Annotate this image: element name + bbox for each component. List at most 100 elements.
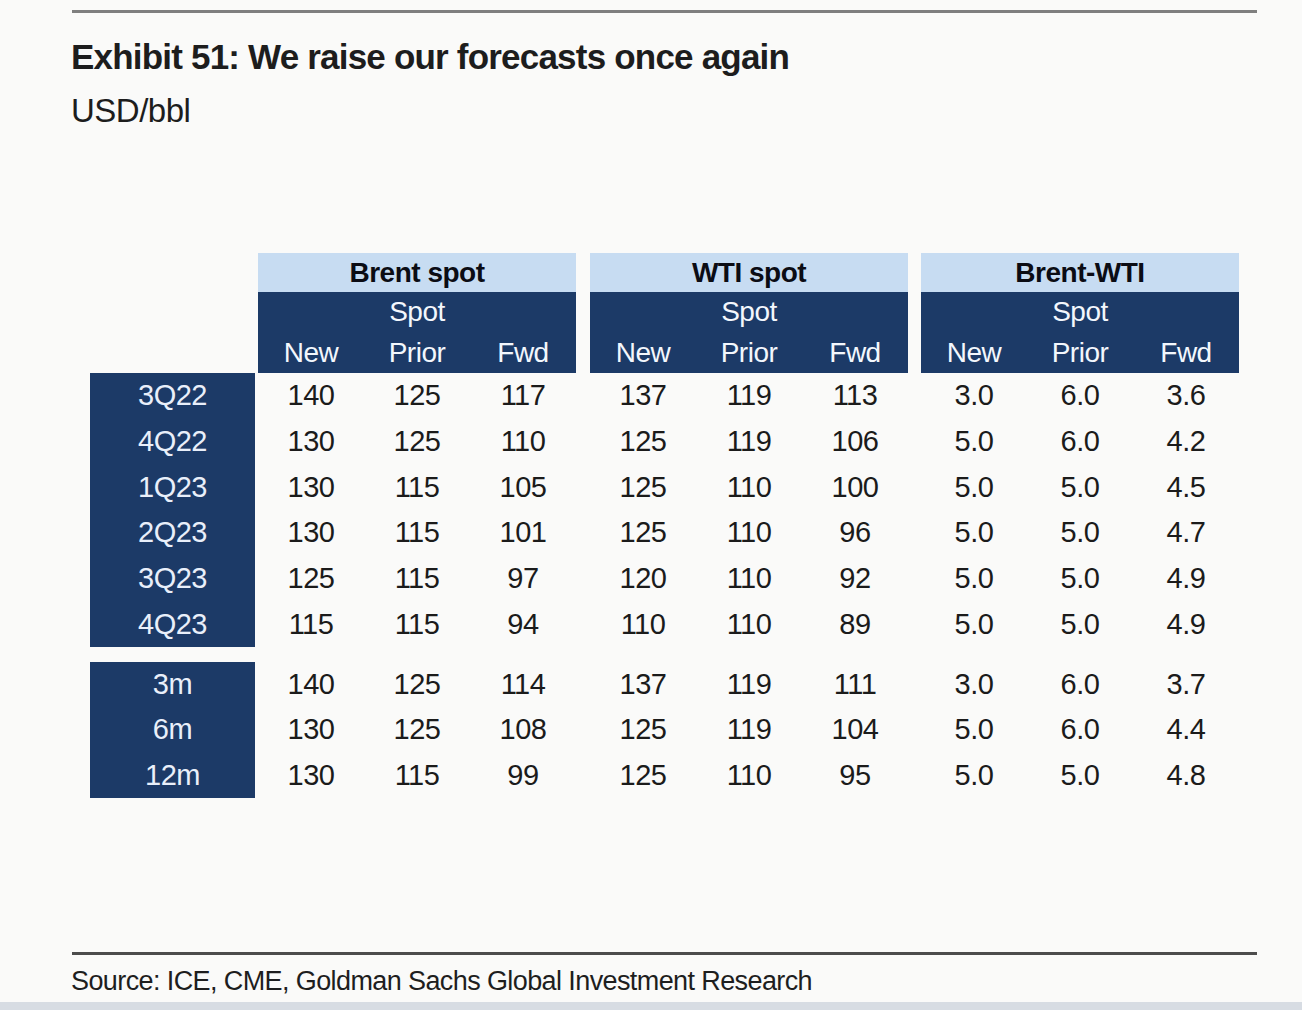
data-cell: 114 — [470, 662, 576, 707]
column-subheader: SpotNewPriorFwd — [258, 292, 576, 373]
data-cell: 125 — [590, 753, 696, 798]
data-cell: 137 — [590, 373, 696, 419]
data-cell: 140 — [258, 662, 364, 707]
data-cell: 130 — [258, 419, 364, 465]
data-cell: 5.0 — [1027, 510, 1133, 556]
data-grid: 1401251171301251101301151051301151011251… — [258, 373, 576, 647]
subheader-spot-label: Spot — [696, 292, 802, 333]
data-cell: 110 — [696, 510, 802, 556]
data-cell: 108 — [470, 707, 576, 752]
data-cell: 115 — [364, 510, 470, 556]
data-cell: 110 — [590, 601, 696, 647]
data-cell: 119 — [696, 707, 802, 752]
subheader-spot-label — [470, 292, 576, 333]
data-cell: 96 — [802, 510, 908, 556]
row-label-block: 3m6m12m — [90, 662, 255, 798]
data-cell: 137 — [590, 662, 696, 707]
row-label: 12m — [90, 753, 255, 798]
data-cell: 115 — [364, 464, 470, 510]
subheader-col-label: Prior — [364, 333, 470, 374]
data-cell: 4.9 — [1133, 556, 1239, 602]
data-cell: 5.0 — [921, 556, 1027, 602]
data-cell: 119 — [696, 373, 802, 419]
data-cell: 6.0 — [1027, 373, 1133, 419]
data-cell: 110 — [696, 464, 802, 510]
row-label: 4Q22 — [90, 419, 255, 465]
subheader-columns-row: NewPriorFwd — [921, 333, 1239, 374]
exhibit-figure: Exhibit 51: We raise our forecasts once … — [0, 0, 1302, 1010]
column-group-header: Brent spot — [258, 253, 576, 292]
subheader-col-label: New — [590, 333, 696, 374]
subheader-spot-label — [590, 292, 696, 333]
data-cell: 94 — [470, 601, 576, 647]
data-grid: 14012511413012510813011599 — [258, 662, 576, 798]
data-cell: 113 — [802, 373, 908, 419]
data-cell: 111 — [802, 662, 908, 707]
data-cell: 99 — [470, 753, 576, 798]
data-cell: 115 — [364, 601, 470, 647]
subheader-col-label: Fwd — [470, 333, 576, 374]
data-cell: 5.0 — [921, 601, 1027, 647]
data-cell: 117 — [470, 373, 576, 419]
row-label: 1Q23 — [90, 464, 255, 510]
data-cell: 125 — [590, 707, 696, 752]
row-label: 6m — [90, 707, 255, 752]
data-cell: 125 — [364, 373, 470, 419]
data-cell: 4.4 — [1133, 707, 1239, 752]
subheader-col-label: Prior — [696, 333, 802, 374]
subheader-col-label: Fwd — [1133, 333, 1239, 374]
subheader-col-label: Fwd — [802, 333, 908, 374]
subheader-col-label: Prior — [1027, 333, 1133, 374]
data-cell: 4.2 — [1133, 419, 1239, 465]
data-cell: 3.6 — [1133, 373, 1239, 419]
data-cell: 5.0 — [921, 464, 1027, 510]
data-grid: 1371191131251191061251101001251109612011… — [590, 373, 908, 647]
data-cell: 4.9 — [1133, 601, 1239, 647]
data-cell: 4.7 — [1133, 510, 1239, 556]
data-cell: 3.7 — [1133, 662, 1239, 707]
data-cell: 92 — [802, 556, 908, 602]
data-grid: 13711911112511910412511095 — [590, 662, 908, 798]
data-cell: 140 — [258, 373, 364, 419]
row-label: 3Q23 — [90, 556, 255, 602]
data-cell: 5.0 — [1027, 556, 1133, 602]
data-cell: 125 — [364, 707, 470, 752]
subheader-spot-label — [921, 292, 1027, 333]
data-cell: 130 — [258, 510, 364, 556]
subheader-col-label: New — [258, 333, 364, 374]
data-cell: 130 — [258, 707, 364, 752]
subheader-columns-row: NewPriorFwd — [258, 333, 576, 374]
data-cell: 105 — [470, 464, 576, 510]
row-label: 3m — [90, 662, 255, 707]
data-cell: 125 — [364, 419, 470, 465]
data-cell: 110 — [696, 556, 802, 602]
source-note: Source: ICE, CME, Goldman Sachs Global I… — [71, 966, 1221, 997]
data-cell: 104 — [802, 707, 908, 752]
data-cell: 119 — [696, 662, 802, 707]
data-cell: 5.0 — [921, 419, 1027, 465]
subheader-spot-label: Spot — [364, 292, 470, 333]
data-cell: 110 — [696, 601, 802, 647]
data-cell: 106 — [802, 419, 908, 465]
exhibit-unit-label: USD/bbl — [71, 92, 671, 130]
subheader-top-row: Spot — [590, 292, 908, 333]
data-cell: 125 — [590, 419, 696, 465]
data-cell: 3.0 — [921, 373, 1027, 419]
data-cell: 5.0 — [921, 707, 1027, 752]
data-cell: 110 — [696, 753, 802, 798]
row-label: 4Q23 — [90, 601, 255, 647]
data-cell: 115 — [364, 753, 470, 798]
data-cell: 125 — [258, 556, 364, 602]
subheader-top-row: Spot — [921, 292, 1239, 333]
subheader-top-row: Spot — [258, 292, 576, 333]
data-cell: 5.0 — [1027, 601, 1133, 647]
subheader-spot-label: Spot — [1027, 292, 1133, 333]
data-cell: 4.5 — [1133, 464, 1239, 510]
data-cell: 101 — [470, 510, 576, 556]
cropped-edge-artifact — [0, 1002, 1302, 1010]
data-cell: 6.0 — [1027, 419, 1133, 465]
data-cell: 100 — [802, 464, 908, 510]
data-cell: 89 — [802, 601, 908, 647]
column-subheader: SpotNewPriorFwd — [590, 292, 908, 373]
bottom-divider — [72, 952, 1257, 955]
